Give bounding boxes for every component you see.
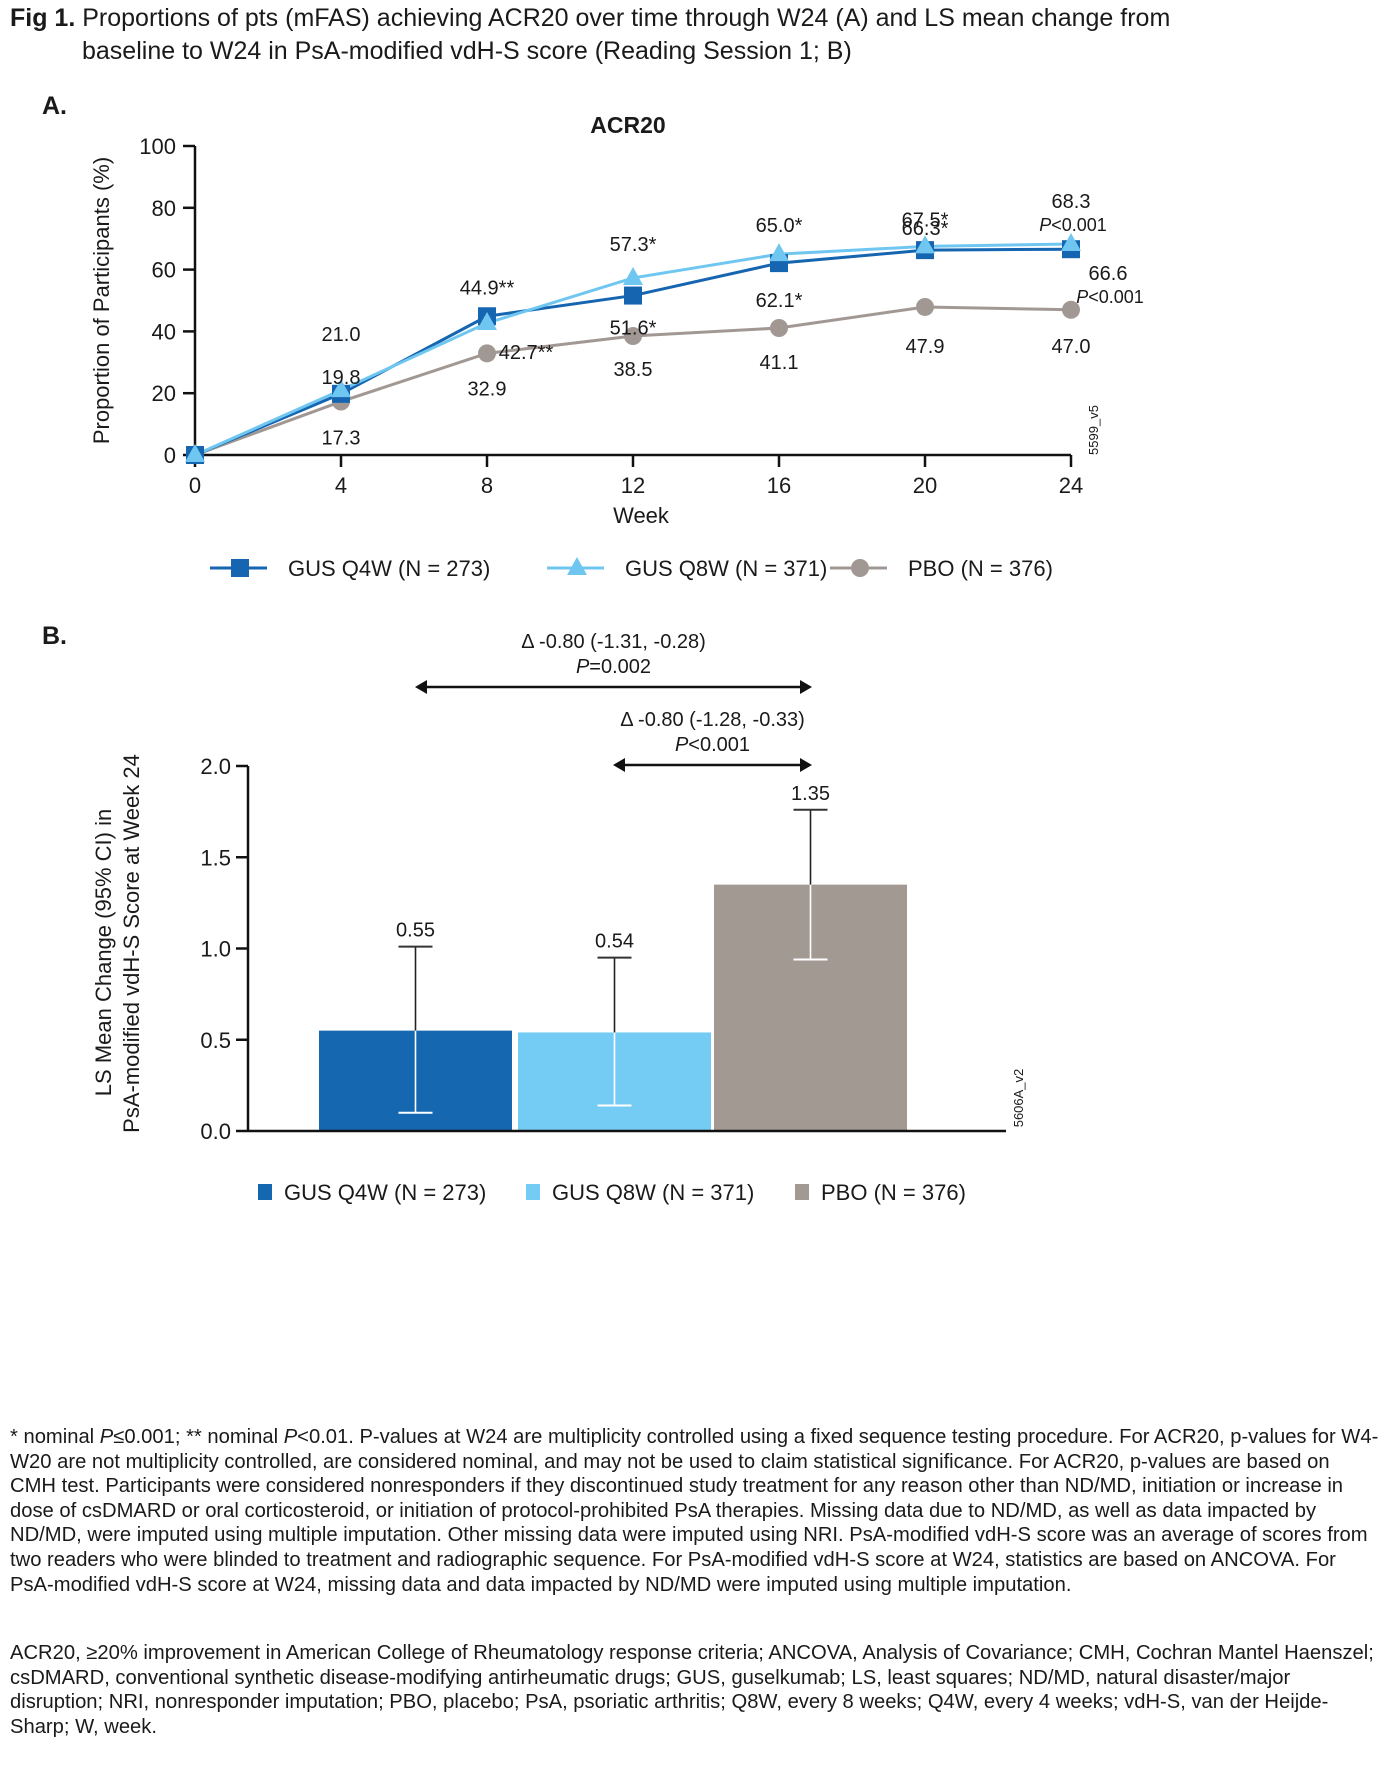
legend-marker-circle <box>851 559 869 577</box>
legend-marker-square <box>231 559 249 577</box>
comparison-p-label: P=0.002 <box>576 656 651 678</box>
data-label: 68.3 <box>1052 191 1091 213</box>
x-tick-label: 4 <box>335 473 347 498</box>
y-tick-label: 0.0 <box>200 1119 231 1144</box>
x-tick-label: 8 <box>481 473 493 498</box>
footnote-abbreviations: ACR20, ≥20% improvement in American Coll… <box>10 1642 1374 1738</box>
marker-triangle <box>769 243 789 262</box>
x-tick-label: 12 <box>621 473 645 498</box>
figure-title-line2: baseline to W24 in PsA-modified vdH-S sc… <box>82 37 852 65</box>
data-label: 66.3* <box>902 218 949 240</box>
legend-label: GUS Q8W (N = 371) <box>552 1180 754 1205</box>
data-label: 57.3* <box>610 234 657 256</box>
y-axis-label-line1: LS Mean Change (95% CI) in <box>91 809 116 1096</box>
marker-triangle <box>915 235 935 254</box>
marker-triangle <box>185 444 205 462</box>
y-tick-label: 0 <box>164 443 176 468</box>
data-label: 41.1 <box>760 352 799 374</box>
bar-value-label: 0.55 <box>396 920 435 942</box>
data-label: 47.9 <box>906 336 945 358</box>
chart-b-watermark: 5606A_v2 <box>1011 1069 1026 1128</box>
y-tick-label: 1.5 <box>200 845 231 870</box>
legend-label: PBO (N = 376) <box>908 556 1053 581</box>
italic-p: P <box>283 1426 298 1448</box>
x-tick-label: 20 <box>913 473 937 498</box>
legend-marker-triangle <box>567 557 587 575</box>
marker-triangle <box>1061 232 1081 251</box>
arrowhead-right <box>800 680 812 694</box>
arrowhead-left <box>415 680 427 694</box>
data-label: 47.0 <box>1052 336 1091 358</box>
panel-a-label: A. <box>42 92 67 120</box>
y-tick-label: 1.0 <box>200 937 231 962</box>
bar-value-label: 0.54 <box>595 931 634 953</box>
arrowhead-right <box>800 758 812 772</box>
marker-circle <box>624 327 642 346</box>
legend-label: GUS Q8W (N = 371) <box>625 556 827 581</box>
italic-p: P <box>99 1426 114 1448</box>
data-label: 42.7** <box>499 342 554 364</box>
data-label: 32.9 <box>468 378 507 400</box>
comparison-delta-label: Δ -0.80 (-1.31, -0.28) <box>521 631 706 653</box>
y-tick-label: 60 <box>152 258 176 283</box>
marker-circle <box>916 297 934 316</box>
figure-title-line1: Proportions of pts (mFAS) achieving ACR2… <box>82 4 1171 32</box>
chart-a-legend: GUS Q4W (N = 273) GUS Q8W (N = 371) PBO (N… <box>210 556 1053 581</box>
data-label: 17.3 <box>322 428 361 450</box>
footnote-statistics: * nominal P≤0.001; ** nominal P<0.01. P-… <box>10 1426 1379 1596</box>
vdhs-bar-chart: 0.0 0.5 1.0 1.5 2.0 LS Mean Change (95% CI) i… <box>91 631 1026 1205</box>
comparison-delta-label: Δ -0.80 (-1.28, -0.33) <box>620 709 805 731</box>
y-tick-label: 2.0 <box>200 754 231 779</box>
marker-triangle <box>477 312 497 331</box>
x-tick-label: 24 <box>1059 473 1083 498</box>
marker-circle <box>1062 300 1080 319</box>
marker-circle <box>770 319 788 338</box>
data-label: 65.0* <box>756 215 803 237</box>
marker-square <box>624 286 642 305</box>
y-tick-label: 80 <box>152 196 176 221</box>
figure-title: Fig 1. Proportions of pts (mFAS) achievi… <box>10 2 1370 68</box>
chart-a-title: ACR20 <box>590 112 665 138</box>
legend-label: GUS Q4W (N = 273) <box>288 556 490 581</box>
y-tick-label: 0.5 <box>200 1028 231 1053</box>
data-label: 62.1* <box>756 290 803 312</box>
legend-swatch <box>795 1184 809 1200</box>
y-tick-label: 40 <box>152 319 176 344</box>
data-label: 19.8 <box>322 367 361 389</box>
legend-label: GUS Q4W (N = 273) <box>284 1180 486 1205</box>
data-label: 51.6* <box>610 318 657 340</box>
y-axis-label: Proportion of Participants (%) <box>89 157 114 444</box>
p-value-annotation: P<0.001 <box>1039 215 1107 235</box>
y-tick-label: 100 <box>139 134 176 159</box>
comparison-p-label: P<0.001 <box>675 734 750 756</box>
bar-value-label: 1.35 <box>791 783 830 805</box>
data-label: 38.5 <box>614 359 653 381</box>
y-axis-label-line2: PsA-modified vdH-S Score at Week 24 <box>119 754 144 1133</box>
legend-swatch <box>526 1184 540 1200</box>
x-tick-label: 0 <box>189 473 201 498</box>
p-value-annotation: P<0.001 <box>1076 287 1144 307</box>
panel-b-label: B. <box>42 622 67 650</box>
data-label: 21.0 <box>322 324 361 346</box>
x-tick-label: 16 <box>767 473 791 498</box>
legend-label: PBO (N = 376) <box>821 1180 966 1205</box>
arrowhead-left <box>613 758 625 772</box>
data-label: 67.5* <box>902 209 949 231</box>
data-label: 66.6 <box>1089 263 1128 285</box>
acr20-line-chart: ACR20 0 20 40 60 80 100 0 4 8 12 16 20 24 Week Proporti… <box>89 112 1144 581</box>
marker-triangle <box>623 266 643 285</box>
x-axis-label: Week <box>613 503 670 528</box>
marker-circle <box>478 344 496 363</box>
data-label: 44.9** <box>460 277 515 299</box>
marker-triangle <box>331 379 351 398</box>
figure-label: Fig 1. <box>10 4 76 32</box>
y-tick-label: 20 <box>152 381 176 406</box>
legend-swatch <box>258 1184 272 1200</box>
chart-a-watermark: 5599_v5 <box>1086 405 1101 455</box>
